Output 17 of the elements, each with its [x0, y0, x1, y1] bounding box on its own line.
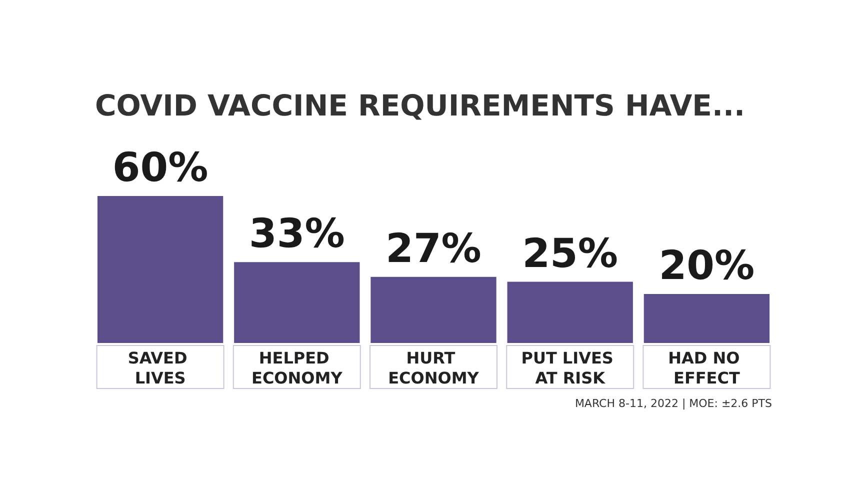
bar	[234, 262, 360, 343]
bar	[370, 276, 496, 343]
data-label: 20%	[658, 243, 755, 289]
data-label: 25%	[522, 230, 618, 277]
x-tick-label: HAD NO EFFECT	[668, 348, 746, 388]
data-label: 27%	[386, 226, 482, 272]
bar	[97, 196, 224, 343]
bar	[507, 282, 633, 343]
x-tick-label: HELPED ECONOMY	[252, 348, 343, 388]
x-tick-label: HURT ECONOMY	[388, 348, 480, 388]
x-tick-label: PUT LIVES AT RISK	[521, 348, 619, 388]
data-label: 60%	[112, 145, 208, 191]
data-label: 33%	[249, 211, 345, 258]
chart-title: COVID VACCINE REQUIREMENTS HAVE...	[95, 88, 746, 122]
bar	[644, 294, 770, 343]
text: MARCH 8-11, 2022 | MOE: ±2.6 PTS	[574, 397, 772, 410]
x-tick-label: SAVED LIVES	[128, 348, 193, 388]
